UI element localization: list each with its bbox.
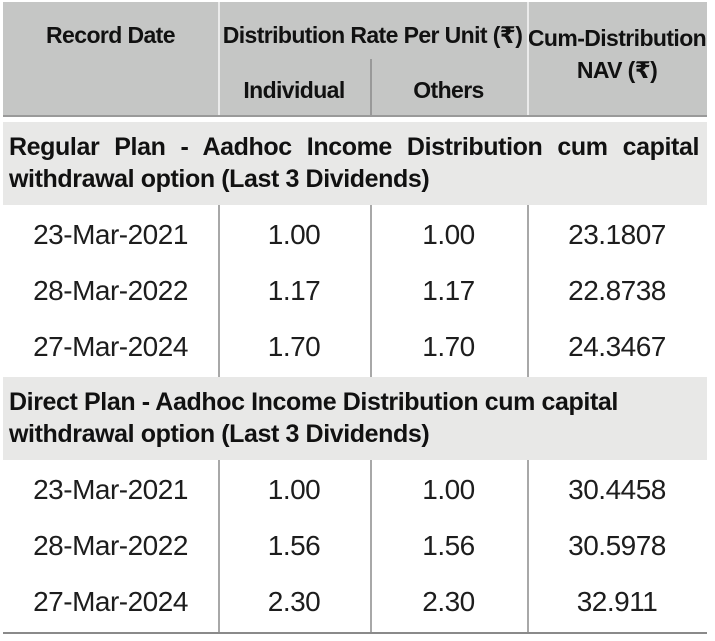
cum-nav-cell: 24.3467 bbox=[568, 331, 666, 362]
column-divider bbox=[527, 460, 529, 632]
record-date-cell: 23-Mar-2021 bbox=[33, 219, 188, 250]
table-header-row: Record Date Distribution Rate Per Unit (… bbox=[3, 2, 707, 117]
table-row: 23-Mar-2021 1.00 1.00 23.1807 bbox=[3, 207, 707, 263]
header-individual-label: Individual bbox=[243, 77, 345, 103]
table-row: 27-Mar-2024 2.30 2.30 32.911 bbox=[3, 574, 707, 630]
column-divider bbox=[218, 460, 220, 632]
cum-nav-cell: 30.4458 bbox=[568, 474, 666, 505]
table-row: 28-Mar-2022 1.56 1.56 30.5978 bbox=[3, 518, 707, 574]
record-date-cell: 28-Mar-2022 bbox=[33, 275, 188, 306]
header-others: Others bbox=[370, 66, 527, 115]
column-divider bbox=[370, 460, 372, 632]
data-block-regular-plan: 23-Mar-2021 1.00 1.00 23.1807 28-Mar-202… bbox=[3, 205, 707, 377]
others-rate-cell: 1.00 bbox=[422, 474, 475, 505]
record-date-cell: 27-Mar-2024 bbox=[33, 586, 188, 617]
header-divider bbox=[527, 2, 529, 115]
record-date-cell: 28-Mar-2022 bbox=[33, 530, 188, 561]
table-row: 28-Mar-2022 1.17 1.17 22.8738 bbox=[3, 263, 707, 319]
column-divider bbox=[527, 205, 529, 377]
individual-rate-cell: 1.70 bbox=[267, 331, 321, 362]
header-record-date: Record Date bbox=[3, 2, 218, 115]
individual-rate-cell: 1.00 bbox=[267, 474, 321, 505]
others-rate-cell: 2.30 bbox=[422, 586, 475, 617]
header-others-label: Others bbox=[413, 77, 484, 103]
record-date-cell: 23-Mar-2021 bbox=[33, 474, 188, 505]
table-row: 27-Mar-2024 1.70 1.70 24.3467 bbox=[3, 319, 707, 375]
column-divider bbox=[370, 205, 372, 377]
data-block-direct-plan: 23-Mar-2021 1.00 1.00 30.4458 28-Mar-202… bbox=[3, 460, 707, 632]
individual-rate-cell: 1.17 bbox=[267, 275, 321, 306]
table-bottom-border bbox=[3, 632, 707, 634]
header-cum-nav-label: Cum-Distribution NAV (₹) bbox=[527, 25, 707, 84]
section-title-direct-plan: Direct Plan - Aadhoc Income Distribution… bbox=[3, 377, 707, 460]
table-row: 23-Mar-2021 1.00 1.00 30.4458 bbox=[3, 462, 707, 518]
others-rate-cell: 1.70 bbox=[422, 331, 475, 362]
individual-rate-cell: 2.30 bbox=[267, 586, 321, 617]
header-distribution-rate-group: Distribution Rate Per Unit (₹) Individua… bbox=[218, 2, 527, 115]
others-rate-cell: 1.00 bbox=[422, 219, 475, 250]
individual-rate-cell: 1.56 bbox=[267, 530, 321, 561]
others-rate-cell: 1.56 bbox=[422, 530, 475, 561]
others-rate-cell: 1.17 bbox=[422, 275, 475, 306]
cum-nav-cell: 23.1807 bbox=[568, 219, 666, 250]
cum-nav-cell: 30.5978 bbox=[568, 530, 666, 561]
header-sub-divider bbox=[370, 59, 372, 115]
header-distribution-rate-label: Distribution Rate Per Unit (₹) bbox=[222, 22, 523, 48]
column-divider bbox=[218, 205, 220, 377]
header-subcolumns: Individual Others bbox=[218, 66, 527, 115]
section-title-regular-plan: Regular Plan - Aadhoc Income Distributio… bbox=[3, 122, 707, 205]
individual-rate-cell: 1.00 bbox=[267, 219, 321, 250]
cum-nav-cell: 32.911 bbox=[576, 586, 658, 617]
header-record-date-label: Record Date bbox=[46, 22, 175, 48]
record-date-cell: 27-Mar-2024 bbox=[33, 331, 188, 362]
header-cum-distribution-nav: Cum-Distribution NAV (₹) bbox=[527, 2, 707, 115]
header-divider bbox=[218, 2, 220, 115]
cum-nav-cell: 22.8738 bbox=[568, 275, 666, 306]
header-individual: Individual bbox=[218, 66, 370, 115]
